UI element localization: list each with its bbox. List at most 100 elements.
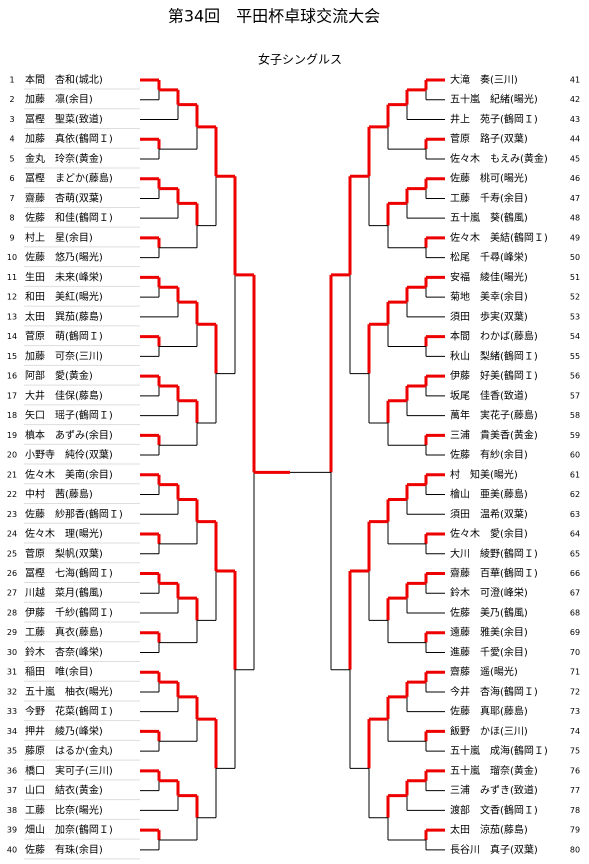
entry-number: 24 (7, 530, 17, 539)
player-name: 五十嵐 紀緒(暘光) (450, 93, 538, 106)
player-name: 橋口 実可子(三川) (25, 764, 113, 777)
player-name: 佐藤 有珠(余目) (25, 843, 103, 856)
entry-number: 35 (7, 747, 17, 756)
entry-number: 27 (7, 589, 17, 598)
player-name: 工藤 真衣(藤島) (25, 626, 103, 639)
player-name: 阿部 愛(黄金) (25, 369, 93, 382)
player-name: 押井 綾乃(峰栄) (25, 724, 103, 737)
player-name: 長谷川 真子(双葉) (450, 843, 538, 856)
entry-number: 71 (570, 668, 580, 677)
player-name: 菅原 梨帆(双葉) (25, 547, 103, 560)
player-name: 齋藤 遥(暘光) (450, 665, 518, 678)
player-name: 大川 綾野(鶴岡Ｉ) (450, 547, 538, 560)
player-name: 今井 杏海(鶴岡Ｉ) (450, 685, 538, 698)
player-name: 太田 巽茄(藤島) (25, 310, 103, 323)
entry-number: 18 (7, 411, 17, 420)
player-name: 檜山 亜美(藤島) (450, 488, 528, 501)
entry-number: 63 (570, 510, 580, 519)
player-name: 佐々木 もえみ(黄金) (450, 152, 548, 165)
player-name: 五十嵐 柚衣(暘光) (25, 685, 113, 698)
entry-number: 41 (570, 76, 580, 85)
entry-number: 5 (9, 154, 14, 163)
entry-number: 55 (570, 352, 580, 361)
entry-number: 3 (9, 115, 14, 124)
player-name: 畑山 加奈(鶴岡Ｉ) (25, 823, 113, 836)
player-name: 佐藤 美乃(鶴風) (450, 606, 528, 619)
entry-number: 39 (7, 826, 17, 835)
entry-number: 15 (7, 352, 17, 361)
player-name: 藤原 はるか(金丸) (25, 744, 113, 757)
player-name: 五十嵐 成海(鶴岡Ｉ) (450, 744, 548, 757)
player-name: 冨樫 七海(鶴岡Ｉ) (25, 567, 113, 580)
entry-number: 13 (7, 312, 17, 321)
player-name: 槙本 あずみ(余目) (25, 428, 113, 441)
entry-number: 64 (570, 530, 580, 539)
player-name: 冨樫 聖菜(致道) (25, 112, 103, 125)
player-name: 矢口 瑶子(鶴岡Ｉ) (25, 409, 113, 422)
entry-number: 9 (9, 233, 14, 242)
player-name: 齋藤 百華(鶴岡Ｉ) (450, 567, 538, 580)
entry-number: 74 (570, 727, 580, 736)
player-name: 秋山 梨緒(鶴岡Ｉ) (450, 349, 538, 362)
entry-number: 61 (570, 470, 580, 479)
entry-number: 19 (7, 431, 17, 440)
entry-number: 62 (570, 490, 580, 499)
player-name: 菅原 萌(鶴岡Ｉ) (25, 330, 103, 343)
entry-number: 44 (570, 135, 580, 144)
player-name: 佐藤 真耶(藤島) (450, 705, 528, 718)
player-name: 須田 温希(双葉) (450, 507, 528, 520)
player-name: 五十嵐 瑠奈(黄金) (450, 764, 538, 777)
entry-number: 54 (570, 332, 580, 341)
player-name: 飯野 かほ(三川) (450, 724, 528, 737)
player-name: 伊藤 好美(鶴岡Ｉ) (450, 369, 538, 382)
entry-number: 65 (570, 549, 580, 558)
player-name: 三浦 みずき(致道) (450, 784, 538, 797)
entry-number: 53 (570, 312, 580, 321)
entry-number: 38 (7, 806, 17, 815)
player-name: 菊地 美幸(余目) (450, 290, 528, 303)
player-name: 五十嵐 葵(鶴風) (450, 211, 528, 224)
player-name: 川越 菜月(鶴風) (25, 586, 103, 599)
entry-number: 23 (7, 510, 17, 519)
entry-number: 66 (570, 569, 580, 578)
entry-number: 75 (570, 747, 580, 756)
entry-number: 46 (570, 174, 580, 183)
entry-number: 34 (7, 727, 17, 736)
entry-number: 8 (9, 214, 14, 223)
player-name: 佐藤 有紗(余目) (450, 448, 528, 461)
player-name: 稲田 唯(余目) (25, 665, 93, 678)
player-name: 工藤 千寿(余目) (450, 191, 528, 204)
player-name: 萬年 実花子(藤島) (450, 409, 538, 422)
entry-number: 51 (570, 273, 580, 282)
entry-number: 4 (9, 135, 14, 144)
entry-number: 32 (7, 687, 17, 696)
entry-number: 52 (570, 293, 580, 302)
entry-number: 31 (7, 668, 17, 677)
player-name: 坂尾 佳香(致道) (450, 389, 528, 402)
player-name: 佐々木 理(暘光) (25, 527, 103, 540)
entry-number: 67 (570, 589, 580, 598)
entry-number: 10 (7, 253, 17, 262)
player-name: 須田 歩実(双葉) (450, 310, 528, 323)
player-name: 遠藤 雅美(余目) (450, 626, 528, 639)
entry-number: 29 (7, 628, 17, 637)
entry-number: 17 (7, 391, 17, 400)
player-name: 菅原 路子(双葉) (450, 132, 528, 145)
title: 第34回 平田杯卓球交流大会 (168, 7, 380, 26)
player-name: 冨樫 まどか(藤島) (25, 172, 113, 185)
entry-number: 77 (570, 786, 580, 795)
entry-number: 21 (7, 470, 17, 479)
player-name: 本間 杏和(城北) (25, 73, 103, 86)
player-name: 佐々木 美南(余目) (25, 468, 113, 481)
player-name: 伊藤 千紗(鶴岡Ｉ) (25, 606, 113, 619)
player-name: 佐藤 悠乃(暘光) (25, 251, 103, 264)
entry-number: 26 (7, 569, 17, 578)
entry-number: 28 (7, 608, 17, 617)
player-name: 佐藤 桃可(暘光) (450, 172, 528, 185)
player-name: 大滝 奏(三川) (450, 73, 518, 86)
player-name: 齋藤 杏萌(双葉) (25, 191, 103, 204)
entry-number: 72 (570, 687, 580, 696)
player-name: 鈴木 可澄(峰栄) (450, 586, 528, 599)
player-name: 太田 涼茄(藤島) (450, 823, 528, 836)
